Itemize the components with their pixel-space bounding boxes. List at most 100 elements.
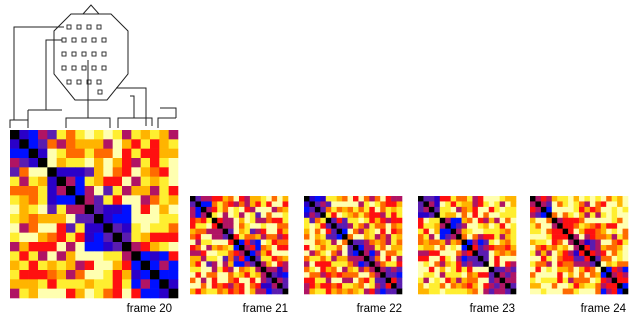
matrix-cell bbox=[551, 288, 558, 295]
matrix-cell bbox=[271, 261, 278, 268]
matrix-cell bbox=[477, 277, 484, 284]
head-outline bbox=[53, 13, 129, 101]
matrix-cell bbox=[562, 255, 569, 262]
matrix-cell bbox=[353, 277, 359, 284]
matrix-cell bbox=[374, 266, 381, 273]
matrix-cell bbox=[304, 277, 310, 284]
matrix-cell bbox=[75, 251, 85, 261]
matrix-cell bbox=[439, 196, 446, 202]
matrix-cell bbox=[510, 283, 517, 289]
matrix-cell bbox=[10, 232, 20, 243]
matrix-cell bbox=[277, 206, 283, 213]
matrix-cell bbox=[358, 277, 365, 284]
matrix-cell bbox=[423, 288, 430, 295]
matrix-cell bbox=[391, 266, 397, 273]
matrix-cell bbox=[477, 212, 484, 219]
matrix-cell bbox=[562, 245, 569, 251]
matrix-cell bbox=[505, 277, 511, 284]
matrix-cell bbox=[94, 223, 104, 233]
matrix-cell bbox=[112, 288, 123, 299]
matrix-cell bbox=[494, 201, 500, 208]
matrix-cell bbox=[472, 223, 479, 229]
matrix-cell bbox=[472, 266, 479, 273]
matrix-cell bbox=[573, 239, 580, 246]
matrix-cell bbox=[483, 212, 490, 219]
electrode-marker bbox=[81, 51, 87, 57]
matrix-cell bbox=[535, 277, 542, 284]
matrix-cell bbox=[320, 250, 327, 257]
matrix-cell bbox=[195, 255, 202, 262]
matrix-cell bbox=[249, 250, 256, 257]
matrix-cell bbox=[461, 201, 468, 208]
matrix-cell bbox=[222, 196, 229, 202]
matrix-cell bbox=[271, 212, 278, 219]
dendrogram-branch bbox=[116, 87, 147, 126]
matrix-cell bbox=[206, 283, 213, 289]
matrix-cell bbox=[249, 206, 256, 213]
matrix-cell bbox=[266, 283, 272, 289]
matrix-cell bbox=[600, 223, 607, 229]
matrix-cell bbox=[103, 214, 113, 224]
matrix-cell bbox=[434, 234, 441, 240]
matrix-cell bbox=[562, 223, 569, 229]
matrix-cell bbox=[456, 245, 462, 251]
matrix-cell bbox=[222, 266, 229, 273]
matrix-cell bbox=[428, 250, 435, 257]
matrix-cell bbox=[150, 242, 160, 252]
matrix-cell bbox=[304, 255, 310, 262]
matrix-cell bbox=[477, 255, 484, 262]
matrix-cell bbox=[467, 239, 473, 246]
matrix-cell bbox=[271, 245, 278, 251]
matrix-cell bbox=[369, 245, 376, 251]
matrix-cell bbox=[282, 283, 289, 289]
matrix-cell bbox=[505, 223, 511, 229]
matrix-cell bbox=[622, 245, 629, 251]
matrix-cell bbox=[47, 214, 57, 224]
matrix-cell bbox=[112, 251, 123, 261]
matrix-cell bbox=[483, 217, 490, 224]
matrix-cell bbox=[66, 242, 76, 252]
matrix-cell bbox=[358, 223, 365, 229]
matrix-cell bbox=[200, 223, 207, 229]
matrix-cell bbox=[369, 196, 376, 202]
matrix-cell bbox=[505, 217, 511, 224]
matrix-cell bbox=[499, 288, 506, 295]
matrix-cell bbox=[249, 255, 256, 262]
matrix-cell bbox=[314, 277, 321, 284]
matrix-cell bbox=[385, 201, 392, 208]
matrix-cell bbox=[439, 266, 446, 273]
matrix-cell bbox=[47, 260, 57, 271]
matrix-cell bbox=[445, 228, 451, 235]
matrix-cell bbox=[595, 261, 602, 268]
matrix-cell bbox=[66, 270, 76, 280]
matrix-cell bbox=[325, 261, 332, 268]
dendrogram-branch bbox=[130, 95, 135, 118]
matrix-cell bbox=[122, 139, 132, 149]
matrix-cell bbox=[595, 217, 602, 224]
matrix-cell bbox=[206, 206, 213, 213]
matrix-cell bbox=[342, 277, 348, 284]
matrix-cell bbox=[488, 283, 495, 289]
matrix-cell bbox=[589, 217, 596, 224]
matrix-cell bbox=[217, 223, 223, 229]
matrix-cell bbox=[200, 239, 207, 246]
matrix-cell bbox=[122, 186, 132, 196]
matrix-cell bbox=[494, 206, 500, 213]
matrix-cell bbox=[611, 228, 618, 235]
matrix-cell bbox=[122, 130, 132, 140]
matrix-cell bbox=[622, 277, 629, 284]
matrix-cell bbox=[418, 228, 424, 235]
matrix-cell bbox=[150, 204, 160, 215]
matrix-cell bbox=[600, 228, 607, 235]
matrix-cell bbox=[423, 196, 430, 202]
matrix-cell bbox=[499, 283, 506, 289]
matrix-cell bbox=[617, 217, 623, 224]
matrix-cell bbox=[573, 206, 580, 213]
matrix-cell bbox=[418, 196, 424, 202]
matrix-cell bbox=[211, 261, 218, 268]
matrix-cell bbox=[217, 234, 223, 240]
matrix-cell bbox=[546, 234, 553, 240]
matrix-cell bbox=[347, 196, 354, 202]
matrix-cell bbox=[336, 239, 343, 246]
matrix-cell bbox=[304, 212, 310, 219]
